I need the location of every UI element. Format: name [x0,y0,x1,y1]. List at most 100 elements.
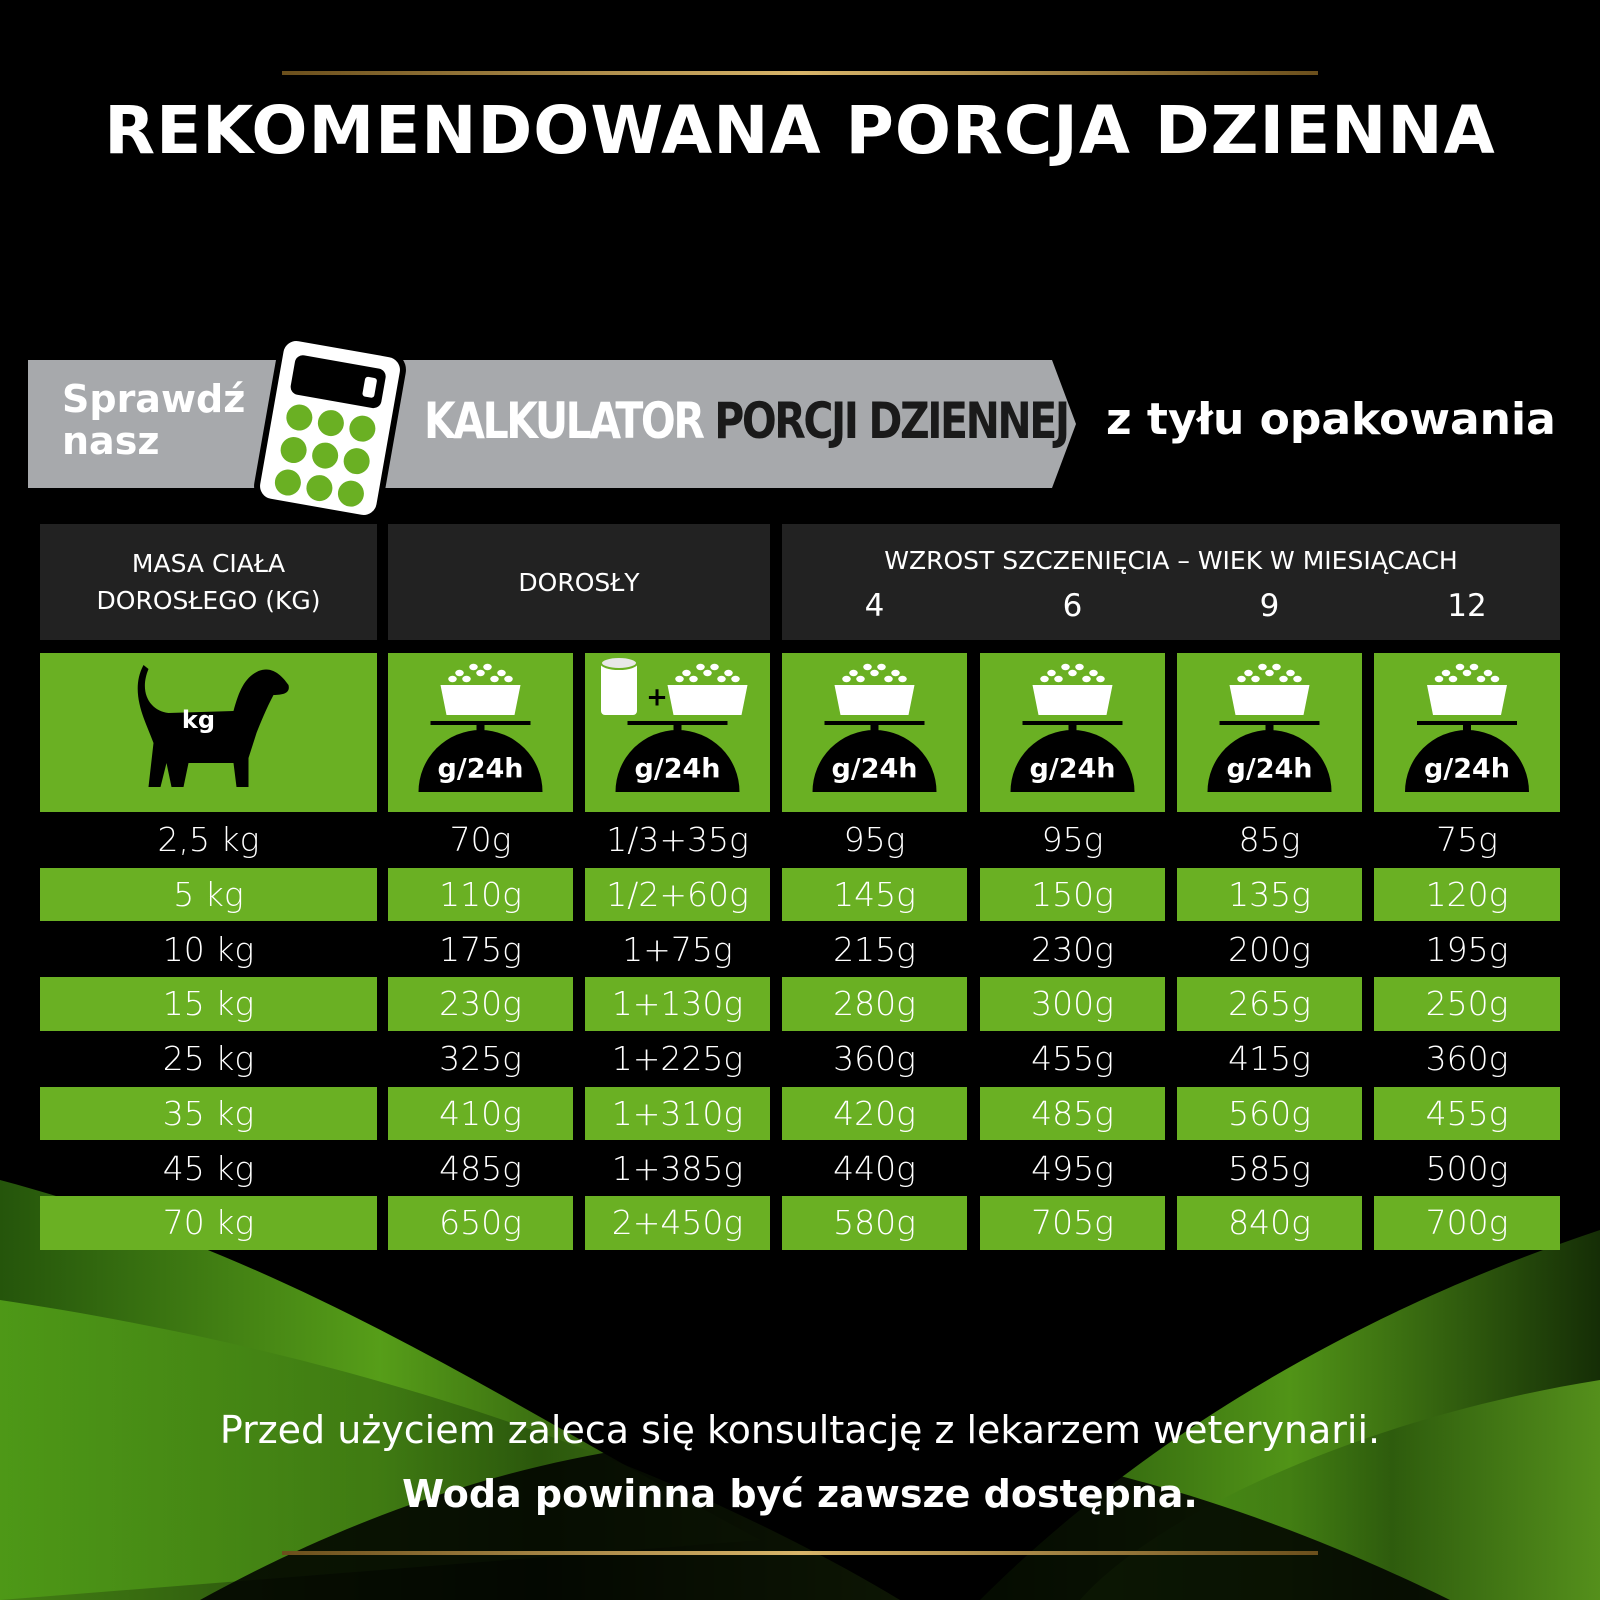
icon: g/24h [1010,662,1135,792]
table-cell: 500g [1425,1148,1509,1188]
kibble [1284,668,1297,678]
check-line: Sprawdź [62,377,246,421]
table-cell: 485g [439,1148,522,1188]
icon-cell: g/24h [1374,653,1560,812]
can-top [600,656,638,670]
kibble [875,662,888,672]
age-label: 12 [1447,588,1487,624]
table-cell: 230g [1031,929,1114,969]
table-cell: 650g [388,1195,573,1250]
kibble [1440,668,1452,678]
kibble [1489,674,1501,684]
kibble [729,674,742,684]
bowl [834,685,915,715]
bowl [667,685,748,715]
calc-word: KALKULATOR [424,392,705,450]
kibble [1263,668,1276,678]
dog-icon [137,665,289,787]
table-cell: 495g [1031,1148,1114,1188]
title: REKOMENDOWANA PORCJA DZIENNA [104,92,1496,169]
footer-note: Przed użyciem zaleca się konsultację z l… [219,1408,1381,1452]
kibble [882,674,895,684]
table-cell: 1+385g [611,1148,744,1188]
kibble [474,668,487,678]
unit-label: g/24h [1030,754,1116,785]
kibble [1433,674,1445,684]
kibble [1270,662,1283,672]
icon-cell: kg [40,653,377,812]
kibble [715,674,728,684]
table-cell: 265g [1177,977,1362,1031]
unit-label: g/24h [438,754,524,785]
header-weight: MASA CIAŁA DOROSŁEGO (KG) [40,524,377,640]
table-cell: 175g [439,929,522,969]
scale-dome [418,730,543,792]
icon-cell: g/24h [1177,653,1362,812]
bowl [1032,685,1113,715]
bowl [440,685,521,715]
kibble [868,668,881,678]
table-cell: 410g [388,1086,573,1141]
kibble [1038,674,1051,684]
check-text: Sprawdź nasz [62,378,245,462]
gold-line [282,71,1318,75]
table-cell: 1+130g [585,977,770,1031]
gold-line [282,1551,1318,1555]
kibble [1454,662,1466,672]
table-cell: 415g [1228,1039,1311,1079]
kibble [460,674,473,684]
unit-label: g/24h [635,754,721,785]
header-growth: WZROST SZCZENIĘCIA – WIEK W MIESIĄCACH [782,524,1560,640]
unit-label: g/24h [1424,754,1510,785]
icon: g/24h [1405,662,1529,792]
kibble [1087,668,1100,678]
kibble [1468,662,1480,672]
kibble [1447,674,1459,684]
table-cell: 5 kg [40,867,377,922]
kibble [1277,674,1290,684]
kibble [1080,674,1093,684]
table-cell: 25 kg [162,1039,255,1079]
calculator-title: KALKULATOR PORCJI DZIENNEJ [424,392,1070,450]
kibble [722,668,735,678]
table-cell: 840g [1177,1195,1362,1250]
kibble [694,662,707,672]
header-adult: DOROSŁY [388,524,770,640]
scale-dome [1405,730,1529,792]
table-cell: 280g [782,977,967,1031]
table-cell: 85g [1238,820,1301,860]
kibble [889,668,902,678]
kibble [1242,668,1255,678]
header-line: WZROST SZCZENIĘCIA – WIEK W MIESIĄCACH [884,546,1458,575]
dog-label: kg [182,706,215,734]
kibble [1461,668,1473,678]
kibble [1249,674,1262,684]
table-cell: 70g [449,820,512,860]
table-cell: 230g [388,977,573,1031]
kibble [1094,674,1107,684]
kibble [1045,668,1058,678]
kibble [854,674,867,684]
scale-dome [1207,730,1332,792]
table-cell: 705g [980,1195,1165,1250]
table-cell: 455g [1031,1039,1114,1079]
table-cell: 580g [782,1195,967,1250]
table-cell: 135g [1177,867,1362,922]
table-cell: 200g [1228,929,1311,969]
age-label: 6 [1062,588,1083,624]
kibble [1235,674,1248,684]
icon-cell: g/24h [980,653,1165,812]
table-cell: 455g [1374,1086,1560,1141]
scale-dome [615,730,740,792]
table-cell: 1+225g [611,1039,744,1079]
kibble [896,674,909,684]
icon: + g/24h [600,656,748,792]
table-cell: 250g [1374,977,1560,1031]
table-cell: 325g [439,1039,522,1079]
kibble [1256,662,1269,672]
icon: g/24h [1207,662,1332,792]
scale-dome [1010,730,1135,792]
check-line: nasz [62,419,160,463]
